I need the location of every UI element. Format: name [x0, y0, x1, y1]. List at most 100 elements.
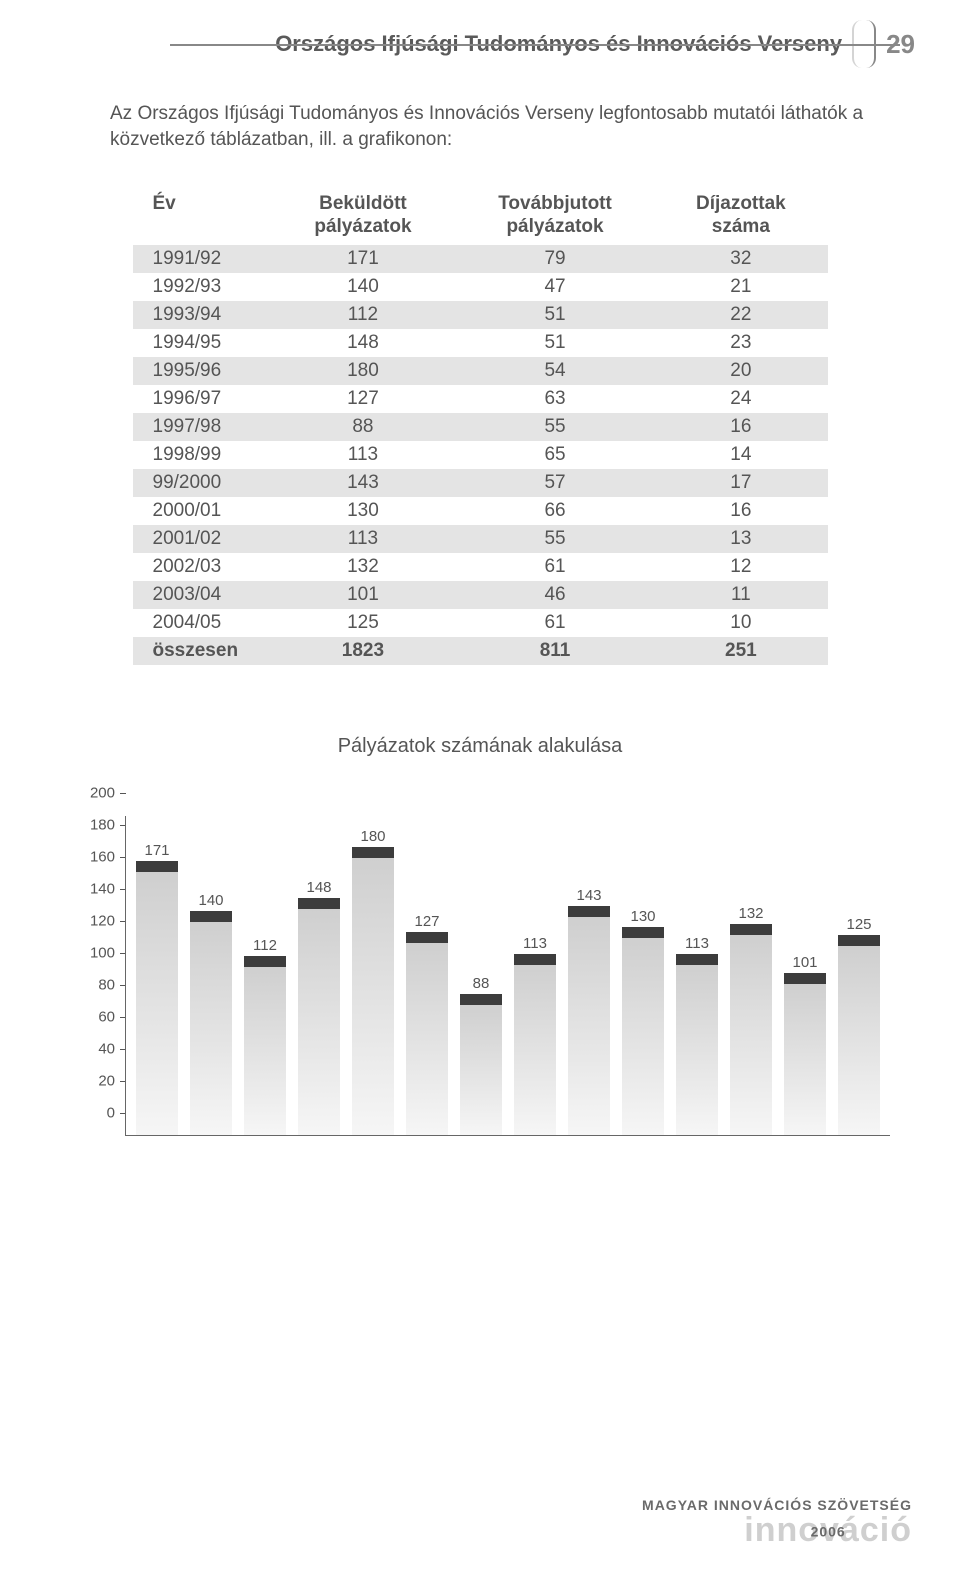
table-cell: 88 — [270, 413, 456, 441]
bar-col: 140 — [186, 892, 236, 1135]
bar-value-label: 180 — [360, 828, 385, 845]
table-cell: 811 — [456, 637, 654, 665]
table-cell: 55 — [456, 525, 654, 553]
table-cell: 51 — [456, 329, 654, 357]
bar-col: 112 — [240, 937, 290, 1135]
data-table: Év Beküldött pályázatok Továbbjutott pál… — [133, 187, 828, 665]
bar — [136, 861, 178, 1135]
chart-title: Pályázatok számának alakulása — [0, 735, 960, 758]
table-cell: 171 — [270, 245, 456, 273]
y-tick-label: 180 — [90, 816, 115, 833]
bar-value-label: 101 — [792, 954, 817, 971]
bar-body — [190, 922, 232, 1135]
table-cell: 101 — [270, 581, 456, 609]
table-cell: 55 — [456, 413, 654, 441]
table-cell: 66 — [456, 497, 654, 525]
table-row: 99/20001435717 — [133, 469, 828, 497]
bar — [244, 956, 286, 1135]
table-row: 1996/971276324 — [133, 385, 828, 413]
bar-col: 88 — [456, 975, 506, 1135]
table-cell: 79 — [456, 245, 654, 273]
bar-cap — [838, 935, 880, 946]
bar — [622, 927, 664, 1135]
bar-col: 113 — [510, 935, 560, 1135]
table-cell: 125 — [270, 609, 456, 637]
bar — [676, 954, 718, 1135]
table-cell: összesen — [133, 637, 271, 665]
table-cell: 1995/96 — [133, 357, 271, 385]
table-cell: 112 — [270, 301, 456, 329]
table-row: 1995/961805420 — [133, 357, 828, 385]
table-cell: 21 — [654, 273, 827, 301]
bar — [730, 924, 772, 1135]
table-cell: 13 — [654, 525, 827, 553]
y-tick-label: 0 — [107, 1104, 115, 1121]
table-cell: 2004/05 — [133, 609, 271, 637]
table-cell: 22 — [654, 301, 827, 329]
table-cell: 1991/92 — [133, 245, 271, 273]
bar-value-label: 171 — [144, 842, 169, 859]
bar — [514, 954, 556, 1135]
table-row: 2002/031326112 — [133, 553, 828, 581]
bar-cap — [514, 954, 556, 965]
bar-value-label: 112 — [253, 937, 277, 954]
table-row: 2000/011306616 — [133, 497, 828, 525]
bar-col: 143 — [564, 887, 614, 1135]
table-cell: 2002/03 — [133, 553, 271, 581]
table-cell: 61 — [456, 553, 654, 581]
bar-body — [838, 946, 880, 1135]
bar — [298, 898, 340, 1135]
table-row: 1991/921717932 — [133, 245, 828, 273]
table-cell: 57 — [456, 469, 654, 497]
bar-cap — [568, 906, 610, 917]
bar — [838, 935, 880, 1135]
bar — [460, 994, 502, 1135]
bar-chart: 020406080100120140160180200 171140112148… — [70, 793, 890, 1136]
page-footer: MAGYAR INNOVÁCIÓS SZÖVETSÉG innováció 20… — [642, 1497, 912, 1550]
y-tick-mark — [120, 793, 126, 794]
col-awarded: Díjazottak száma — [654, 187, 827, 245]
bar-cap — [730, 924, 772, 935]
bar-body — [784, 984, 826, 1135]
page-header: Országos Ifjúsági Tudományos és Innováci… — [0, 0, 960, 78]
table-cell: 51 — [456, 301, 654, 329]
table-header-row: Év Beküldött pályázatok Továbbjutott pál… — [133, 187, 828, 245]
table-cell: 47 — [456, 273, 654, 301]
bar — [406, 932, 448, 1135]
bar-cap — [460, 994, 502, 1005]
bar-cap — [136, 861, 178, 872]
table-row: 2004/051256110 — [133, 609, 828, 637]
table-cell: 1996/97 — [133, 385, 271, 413]
table-cell: 11 — [654, 581, 827, 609]
bar-col: 180 — [348, 828, 398, 1135]
bar-col: 148 — [294, 879, 344, 1135]
bar-cap — [244, 956, 286, 967]
bar-body — [676, 965, 718, 1135]
bar-col: 113 — [672, 935, 722, 1135]
table-cell: 99/2000 — [133, 469, 271, 497]
table-cell: 113 — [270, 525, 456, 553]
bar-body — [406, 943, 448, 1135]
col-advanced: Továbbjutott pályázatok — [456, 187, 654, 245]
bar — [568, 906, 610, 1135]
bar-value-label: 113 — [685, 935, 709, 952]
table-row: 1994/951485123 — [133, 329, 828, 357]
bar-body — [298, 909, 340, 1135]
table-row: 2003/041014611 — [133, 581, 828, 609]
table-cell: 10 — [654, 609, 827, 637]
table-row: 1998/991136514 — [133, 441, 828, 469]
bar-value-label: 132 — [738, 905, 763, 922]
y-tick-label: 120 — [90, 912, 115, 929]
bar-cap — [406, 932, 448, 943]
y-tick-label: 60 — [98, 1008, 115, 1025]
table-cell: 132 — [270, 553, 456, 581]
intro-text: Az Országos Ifjúsági Tudományos és Innov… — [0, 76, 960, 187]
table-row: 1992/931404721 — [133, 273, 828, 301]
bars-container: 1711401121481801278811314313011313210112… — [126, 816, 890, 1135]
bar-value-label: 143 — [576, 887, 601, 904]
bar-body — [352, 858, 394, 1135]
bar-col: 101 — [780, 954, 830, 1135]
y-tick-label: 200 — [90, 784, 115, 801]
table-cell: 143 — [270, 469, 456, 497]
bar-cap — [676, 954, 718, 965]
